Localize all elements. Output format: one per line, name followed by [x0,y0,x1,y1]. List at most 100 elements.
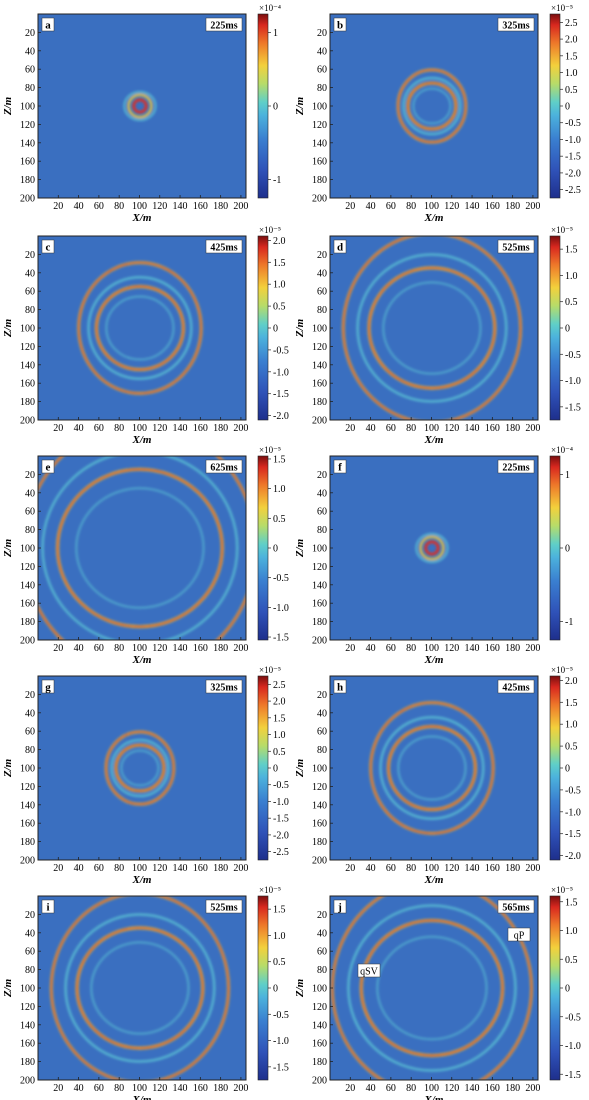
wavefront-ring [402,76,462,136]
x-tick-label: 20 [53,863,63,874]
x-tick-label: 20 [345,863,355,874]
colorbar-tick-label: -0.5 [273,1010,289,1021]
x-tick-label: 140 [173,201,188,212]
x-tick-label: 80 [406,201,416,212]
x-tick-label: 60 [386,863,396,874]
x-tick-label: 40 [366,1083,376,1094]
colorbar-tick-label: -1.0 [565,807,581,818]
wavefront-ring [90,941,190,1035]
x-tick-label: 200 [233,201,248,212]
z-tick-label: 140 [20,360,35,371]
colorbar-tick-label: 0.5 [273,957,286,968]
panel-label-box [41,459,55,474]
colorbar-tick-label: 1.5 [273,258,286,269]
x-axis-title: X/m [132,874,152,886]
z-tick-label: 100 [20,324,35,335]
z-tick-label: 180 [312,1057,327,1068]
colorbar-exponent: ×10⁻⁵ [259,665,281,675]
colorbar-exponent: ×10⁻⁴ [259,3,281,13]
z-axis-title: Z/m [2,978,14,998]
colorbar-tick-label: 1.5 [565,51,578,62]
x-axis-title: X/m [424,212,444,224]
z-axis-title: Z/m [2,96,14,116]
wavefront-ring [56,468,224,628]
x-tick-label: 40 [74,201,84,212]
wavefront-ring [397,735,467,801]
wavefront-rings [49,896,231,1080]
x-tick-label: 180 [213,201,228,212]
z-tick-label: 200 [20,1076,35,1087]
wavefront-ring [95,285,185,371]
z-tick-label: 40 [317,928,327,939]
x-tick-label: 60 [94,423,104,434]
wavefront-ring [127,93,153,119]
wavefront-ring [360,919,504,1057]
panel-c: c 425ms 20 40 60 80 100 120 140 160 180 200 Z/m 20 40 6… [2,225,289,446]
wavefield-background [38,676,246,860]
z-tick-label: 160 [20,379,35,390]
x-axis-title: X/m [132,1094,152,1100]
z-tick-label: 60 [317,727,327,738]
panel-label-box [333,459,347,474]
z-tick-label: 140 [20,1020,35,1031]
wave-label-box [507,927,531,942]
x-tick-label: 100 [132,643,147,654]
z-tick-label: 60 [25,287,35,298]
colorbar-tick-label: 1.5 [273,454,286,465]
x-tick-label: 20 [53,423,63,434]
colorbar-tick-label: -1.0 [273,1036,289,1047]
z-tick-label: 80 [317,83,327,94]
x-tick-label: 160 [485,1083,500,1094]
x-tick-label: 100 [132,863,147,874]
colorbar-tick-label: 0.5 [273,747,286,758]
time-label-box [205,899,243,914]
z-tick-label: 60 [317,65,327,76]
z-tick-label: 60 [25,727,35,738]
wavefront-ring [105,731,175,805]
x-axis-title: X/m [132,654,152,666]
z-tick-label: 100 [20,764,35,775]
x-axis-title: X/m [132,212,152,224]
x-tick-label: 200 [233,643,248,654]
z-tick-label: 180 [20,1057,35,1068]
z-tick-label: 160 [312,599,327,610]
colorbar-tick-label: -2.0 [273,830,289,841]
x-tick-label: 180 [213,863,228,874]
wavefront-rings [104,730,176,806]
colorbar-tick-label: 2.0 [565,676,578,687]
time-label-box [497,679,535,694]
z-tick-label: 100 [312,102,327,113]
z-tick-label: 80 [317,745,327,756]
wave-label: qSV [360,967,379,978]
z-axis-title: Z/m [294,538,306,558]
colorbar [257,13,269,199]
panel-label: i [46,902,49,914]
wavefront-ring [342,236,522,420]
x-tick-label: 100 [132,423,147,434]
x-tick-label: 140 [173,1083,188,1094]
z-axis-title: Z/m [2,318,14,338]
time-label: 525ms [210,903,237,914]
z-tick-label: 120 [312,120,327,131]
x-tick-label: 80 [114,863,124,874]
colorbar-tick-label: 1.0 [273,931,286,942]
colorbar-exponent: ×10⁻⁵ [551,885,573,895]
panel-j: j 565msqPqSV20406080100120140160180200Z/m… [294,885,581,1100]
panel-label-box [41,899,55,914]
colorbar-tick-label: 0 [273,324,278,335]
x-tick-label: 160 [485,201,500,212]
z-tick-label: 80 [25,745,35,756]
colorbar-tick-label: -2.5 [565,185,581,196]
x-tick-label: 180 [213,423,228,434]
x-tick-label: 100 [424,1083,439,1094]
colorbar-tick-label: 0.5 [565,297,578,308]
time-label: 325ms [502,21,529,32]
x-tick-label: 140 [173,423,188,434]
x-tick-label: 60 [94,201,104,212]
wavefront-ring [419,535,445,561]
z-tick-label: 120 [312,1002,327,1013]
wavefront-rings [396,68,468,144]
colorbar-tick-label: 0 [565,324,570,335]
wavefront-ring [379,715,485,821]
colorbar-tick-label: 1 [565,470,570,481]
